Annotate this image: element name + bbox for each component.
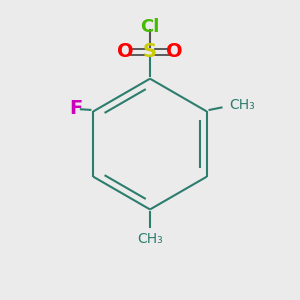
- Text: F: F: [69, 99, 82, 118]
- Text: O: O: [166, 42, 183, 62]
- Text: CH₃: CH₃: [137, 232, 163, 246]
- Text: CH₃: CH₃: [229, 98, 255, 112]
- Text: Cl: Cl: [140, 18, 160, 36]
- Text: S: S: [143, 42, 157, 62]
- Text: O: O: [117, 42, 134, 62]
